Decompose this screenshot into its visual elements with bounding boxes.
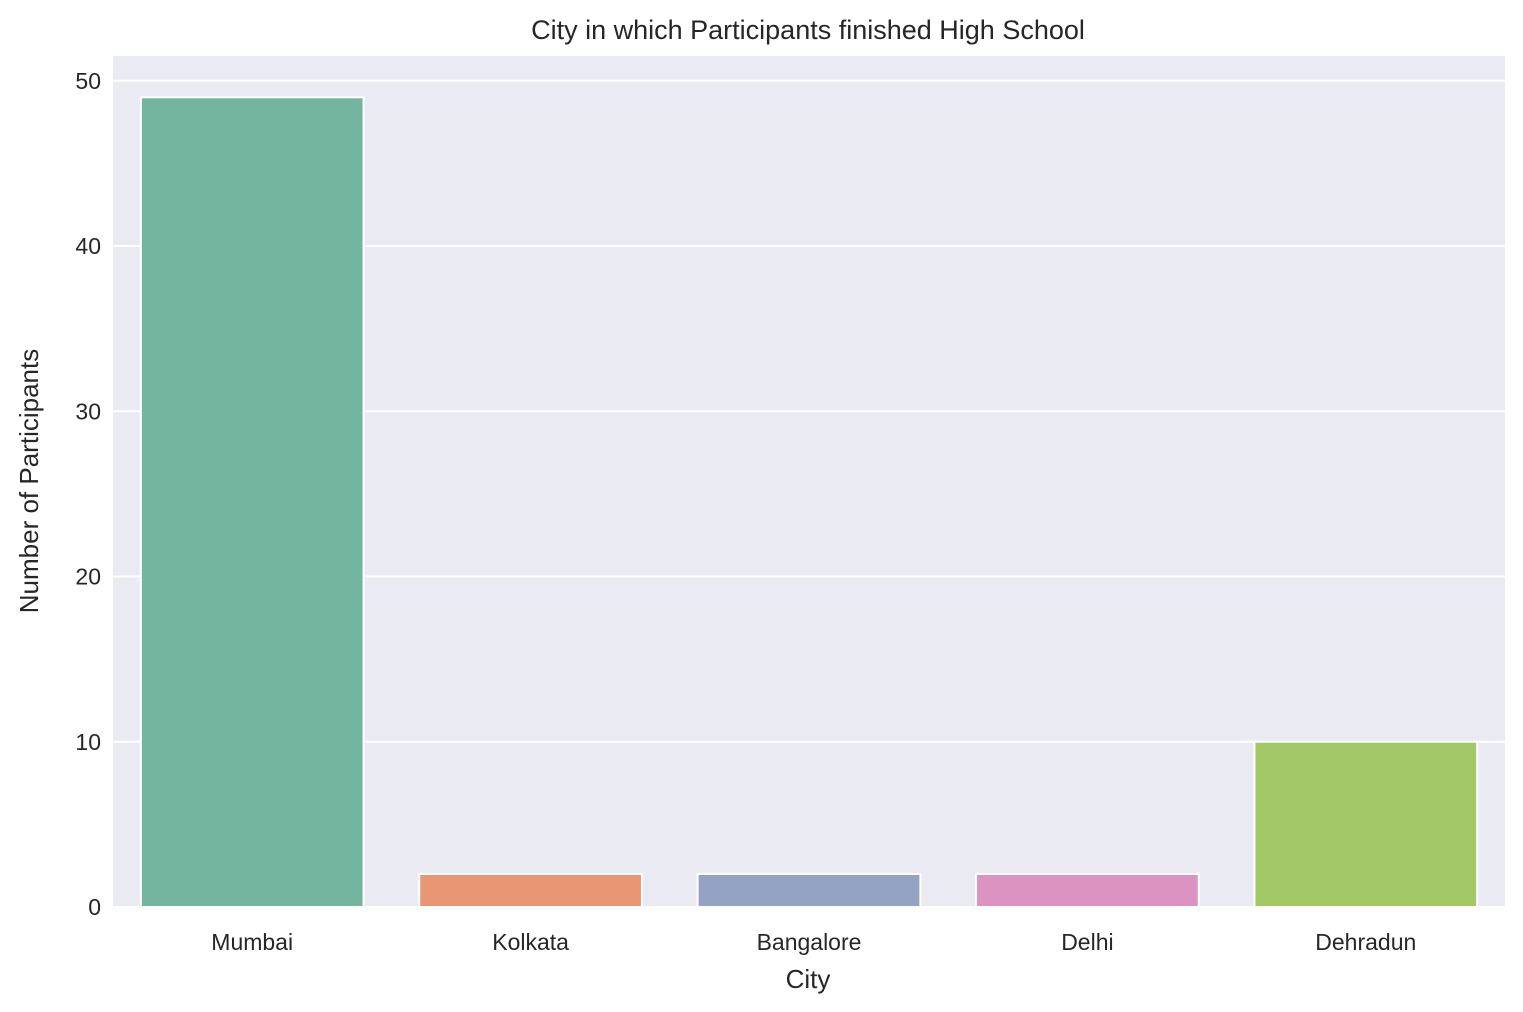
bar-mumbai xyxy=(139,96,365,909)
y-tick-label: 40 xyxy=(75,233,101,259)
bar-kolkata xyxy=(418,872,643,909)
x-tick-label: Bangalore xyxy=(757,929,862,955)
y-tick-label: 20 xyxy=(75,564,101,590)
bars xyxy=(139,96,1479,909)
y-tick-label: 10 xyxy=(75,729,101,755)
bar-bangalore xyxy=(696,872,922,909)
x-axis-title: City xyxy=(786,964,831,994)
y-tick-labels: 0 10 20 30 40 50 xyxy=(75,68,101,920)
y-tick-label: 50 xyxy=(75,68,101,94)
x-tick-label: Kolkata xyxy=(492,929,569,955)
chart-title: City in which Participants finished High… xyxy=(531,15,1085,45)
bar-dehradun xyxy=(1253,740,1479,908)
bar-delhi xyxy=(975,872,1200,909)
y-tick-label: 0 xyxy=(88,894,101,920)
x-tick-label: Dehradun xyxy=(1315,929,1416,955)
y-tick-label: 30 xyxy=(75,398,101,424)
x-tick-label: Mumbai xyxy=(211,929,293,955)
x-tick-labels: Mumbai Kolkata Bangalore Delhi Dehradun xyxy=(211,929,1416,955)
y-axis-title: Number of Participants xyxy=(14,349,44,613)
x-tick-label: Delhi xyxy=(1061,929,1113,955)
